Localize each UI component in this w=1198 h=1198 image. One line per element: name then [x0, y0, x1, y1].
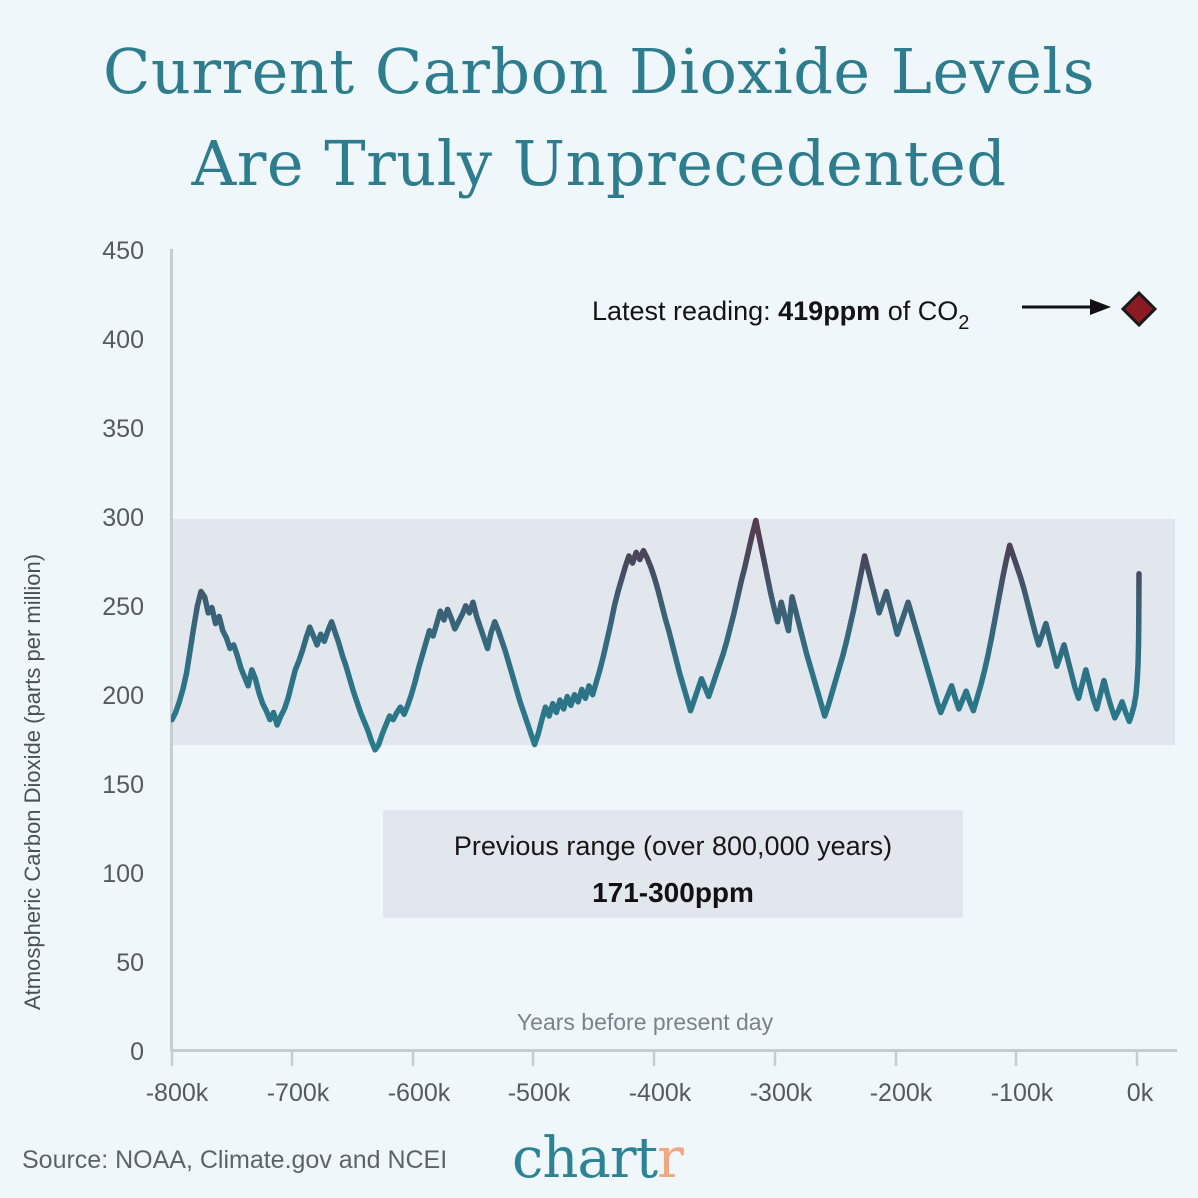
y-tick-label-450: 450 — [102, 237, 144, 265]
chartr-logo: chartr — [512, 1126, 684, 1191]
y-tick-label-400: 400 — [102, 326, 144, 354]
x-tick-label-500k: -500k — [508, 1079, 571, 1107]
y-tick-label-100: 100 — [102, 860, 144, 888]
logo-text-main: chart — [512, 1126, 658, 1191]
x-tick-label-600k: -600k — [388, 1079, 451, 1107]
x-tick-label-300k: -300k — [750, 1079, 813, 1107]
range-info-line-1: Previous range (over 800,000 years) — [454, 831, 892, 861]
x-tick-label-100k: -100k — [991, 1079, 1054, 1107]
y-tick-label-350: 350 — [102, 415, 144, 443]
x-axis-title: Years before present day — [517, 1009, 774, 1035]
annotation-prefix: Latest reading: — [592, 296, 778, 326]
range-info-box — [383, 810, 963, 918]
latest-reading-annotation: Latest reading: 419ppm of CO2 — [592, 296, 969, 334]
page-title: Current Carbon Dioxide Levels Are Truly … — [0, 26, 1198, 210]
co2-series-line — [171, 517, 1142, 753]
x-tick-label-200k: -200k — [870, 1079, 933, 1107]
y-tick-label-50: 50 — [116, 949, 144, 977]
x-axis-ticks — [170, 1050, 1139, 1066]
x-tick-label-700k: -700k — [267, 1079, 330, 1107]
x-tick-label-400k: -400k — [629, 1079, 692, 1107]
previous-range-band — [172, 519, 1175, 745]
logo-text-accent: r — [657, 1126, 684, 1191]
x-tick-label-0k: 0k — [1127, 1079, 1154, 1107]
page-title-line-2: Are Truly Unprecedented — [191, 126, 1007, 200]
y-tick-label-250: 250 — [102, 593, 144, 621]
annotation-subscript: 2 — [958, 312, 969, 334]
y-tick-label-200: 200 — [102, 682, 144, 710]
source-text: Source: NOAA, Climate.gov and NCEI — [22, 1146, 448, 1174]
range-info-line-2: 171-300ppm — [592, 877, 754, 908]
annotation-suffix: of CO — [880, 296, 958, 326]
y-tick-label-0: 0 — [130, 1038, 144, 1066]
y-axis-title: Atmospheric Carbon Dioxide (parts per mi… — [20, 554, 45, 1010]
y-tick-label-150: 150 — [102, 771, 144, 799]
footer: Source: NOAA, Climate.gov and NCEI chart… — [22, 1126, 1182, 1191]
x-tick-label-800k: -800k — [146, 1079, 209, 1107]
latest-reading-marker — [1120, 290, 1158, 328]
page-title-line-1: Current Carbon Dioxide Levels — [102, 35, 1096, 108]
annotation-value: 419ppm — [778, 296, 880, 326]
y-tick-label-300: 300 — [102, 504, 144, 532]
arrow-right-icon — [1022, 299, 1111, 315]
